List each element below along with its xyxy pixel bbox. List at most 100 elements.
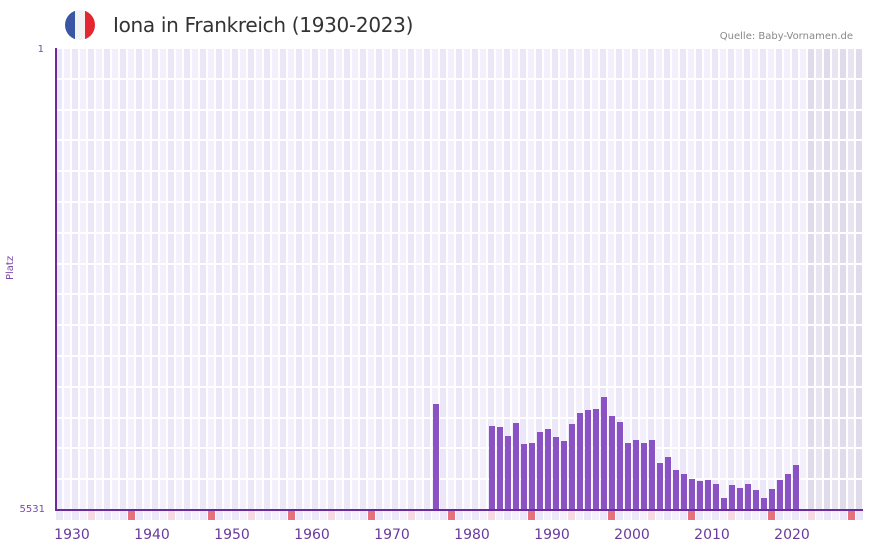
grid-cell xyxy=(400,449,406,479)
grid-cell xyxy=(552,264,558,294)
grid-cell xyxy=(856,110,862,140)
grid-cell xyxy=(552,326,558,355)
bar-2002[interactable] xyxy=(641,443,647,510)
grid-cell xyxy=(552,79,558,109)
grid-cell xyxy=(496,172,502,201)
grid-cell xyxy=(248,172,254,201)
grid-cell xyxy=(336,110,342,140)
grid-cell xyxy=(200,264,206,294)
grid-cell xyxy=(176,79,182,109)
grid-cell xyxy=(560,141,566,171)
bar-2003[interactable] xyxy=(649,439,655,510)
bar-2017[interactable] xyxy=(761,498,767,510)
grid-cell xyxy=(56,110,62,140)
grid-cell xyxy=(248,357,254,386)
bar-2016[interactable] xyxy=(753,490,759,510)
bar-1990[interactable] xyxy=(545,428,551,510)
bar-2015[interactable] xyxy=(745,483,751,510)
bar-1987[interactable] xyxy=(521,444,527,510)
grid-cell xyxy=(600,233,606,263)
bar-2021[interactable] xyxy=(793,464,799,510)
bar-1992[interactable] xyxy=(561,440,567,510)
grid-cell xyxy=(176,49,182,78)
bar-2011[interactable] xyxy=(713,483,719,510)
grid-cell xyxy=(760,295,766,325)
bar-2014[interactable] xyxy=(737,488,743,510)
bar-2019[interactable] xyxy=(777,479,783,510)
grid-cell xyxy=(168,110,174,140)
bar-2004[interactable] xyxy=(657,463,663,510)
bar-2018[interactable] xyxy=(769,489,775,510)
grid-cell xyxy=(832,295,838,325)
bar-1985[interactable] xyxy=(505,435,511,510)
grid-cell xyxy=(432,326,438,355)
grid-cell xyxy=(200,326,206,355)
grid-cell xyxy=(312,141,318,171)
grid-cell xyxy=(88,172,94,201)
grid-cell xyxy=(832,203,838,232)
grid-cell xyxy=(816,79,822,109)
grid-cell xyxy=(432,387,438,417)
bar-2005[interactable] xyxy=(665,457,671,510)
grid-cell xyxy=(856,480,862,509)
bar-2020[interactable] xyxy=(785,473,791,510)
grid-cell xyxy=(160,264,166,294)
grid-cell xyxy=(104,357,110,386)
grid-cell xyxy=(144,203,150,232)
bar-1994[interactable] xyxy=(577,413,583,510)
bar-1998[interactable] xyxy=(609,416,615,510)
grid-cell xyxy=(208,233,214,263)
grid-cell xyxy=(64,387,70,417)
grid-cell xyxy=(584,233,590,263)
grid-cell xyxy=(144,357,150,386)
tick-1954 xyxy=(256,511,263,520)
bar-1976[interactable] xyxy=(433,404,439,510)
bar-1996[interactable] xyxy=(593,409,599,510)
bar-1997[interactable] xyxy=(601,397,607,510)
grid-cell xyxy=(616,357,622,386)
bar-2009[interactable] xyxy=(697,480,703,510)
bar-1995[interactable] xyxy=(585,410,591,510)
grid-cell xyxy=(680,449,686,479)
bar-2013[interactable] xyxy=(729,484,735,510)
bar-1988[interactable] xyxy=(529,443,535,510)
grid-cell xyxy=(152,418,158,448)
grid-cell xyxy=(488,79,494,109)
bar-1991[interactable] xyxy=(553,436,559,510)
bar-1983[interactable] xyxy=(489,425,495,510)
bar-1984[interactable] xyxy=(497,426,503,510)
grid-cell xyxy=(680,418,686,448)
grid-cell xyxy=(456,449,462,479)
grid-cell xyxy=(752,110,758,140)
grid-cell xyxy=(184,233,190,263)
grid-cell xyxy=(344,233,350,263)
grid-cell xyxy=(752,357,758,386)
grid-cell xyxy=(648,418,654,448)
grid-cell xyxy=(512,233,518,263)
grid-cell xyxy=(800,203,806,232)
grid-cell xyxy=(208,480,214,509)
grid-cell xyxy=(384,172,390,201)
bar-1999[interactable] xyxy=(617,421,623,510)
grid-cell xyxy=(328,110,334,140)
grid-cell xyxy=(656,203,662,232)
bar-2012[interactable] xyxy=(721,498,727,510)
grid-cell xyxy=(744,357,750,386)
bar-2001[interactable] xyxy=(633,439,639,510)
bar-2000[interactable] xyxy=(625,443,631,510)
bar-1989[interactable] xyxy=(537,431,543,510)
bar-1993[interactable] xyxy=(569,423,575,510)
bar-2008[interactable] xyxy=(689,478,695,510)
grid-cell xyxy=(800,418,806,448)
bar-2007[interactable] xyxy=(681,473,687,510)
grid-cell xyxy=(360,264,366,294)
grid-cell xyxy=(232,141,238,171)
bar-2010[interactable] xyxy=(705,479,711,510)
grid-cell xyxy=(792,326,798,355)
bar-2006[interactable] xyxy=(673,469,679,510)
grid-cell xyxy=(456,418,462,448)
grid-cell xyxy=(576,326,582,355)
bar-1986[interactable] xyxy=(513,422,519,510)
grid-cell xyxy=(160,480,166,509)
grid-cell xyxy=(568,110,574,140)
